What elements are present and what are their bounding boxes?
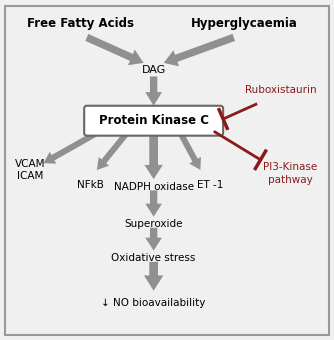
Text: Superoxide: Superoxide — [124, 219, 183, 229]
Text: Oxidative stress: Oxidative stress — [112, 253, 196, 263]
Polygon shape — [86, 34, 144, 65]
Text: PI3-Kinase
pathway: PI3-Kinase pathway — [264, 162, 318, 185]
Polygon shape — [97, 131, 129, 170]
Text: NFkB: NFkB — [77, 180, 104, 190]
Text: NADPH oxidase: NADPH oxidase — [114, 182, 194, 192]
Polygon shape — [145, 228, 162, 251]
Polygon shape — [145, 76, 162, 106]
Text: Protein Kinase C: Protein Kinase C — [99, 114, 209, 127]
Text: Free Fatty Acids: Free Fatty Acids — [27, 17, 134, 30]
Text: DAG: DAG — [142, 65, 166, 75]
FancyBboxPatch shape — [84, 106, 223, 136]
Text: Ruboxistaurin: Ruboxistaurin — [245, 85, 316, 95]
Text: Hyperglycaemia: Hyperglycaemia — [190, 17, 297, 30]
Text: ET -1: ET -1 — [197, 180, 223, 190]
Polygon shape — [43, 130, 98, 164]
Polygon shape — [145, 190, 162, 217]
Polygon shape — [144, 262, 163, 291]
Text: VCAM
ICAM: VCAM ICAM — [15, 159, 45, 181]
Polygon shape — [145, 133, 163, 179]
Text: ↓ NO bioavailability: ↓ NO bioavailability — [102, 298, 206, 308]
Polygon shape — [164, 34, 235, 66]
Polygon shape — [178, 132, 201, 170]
